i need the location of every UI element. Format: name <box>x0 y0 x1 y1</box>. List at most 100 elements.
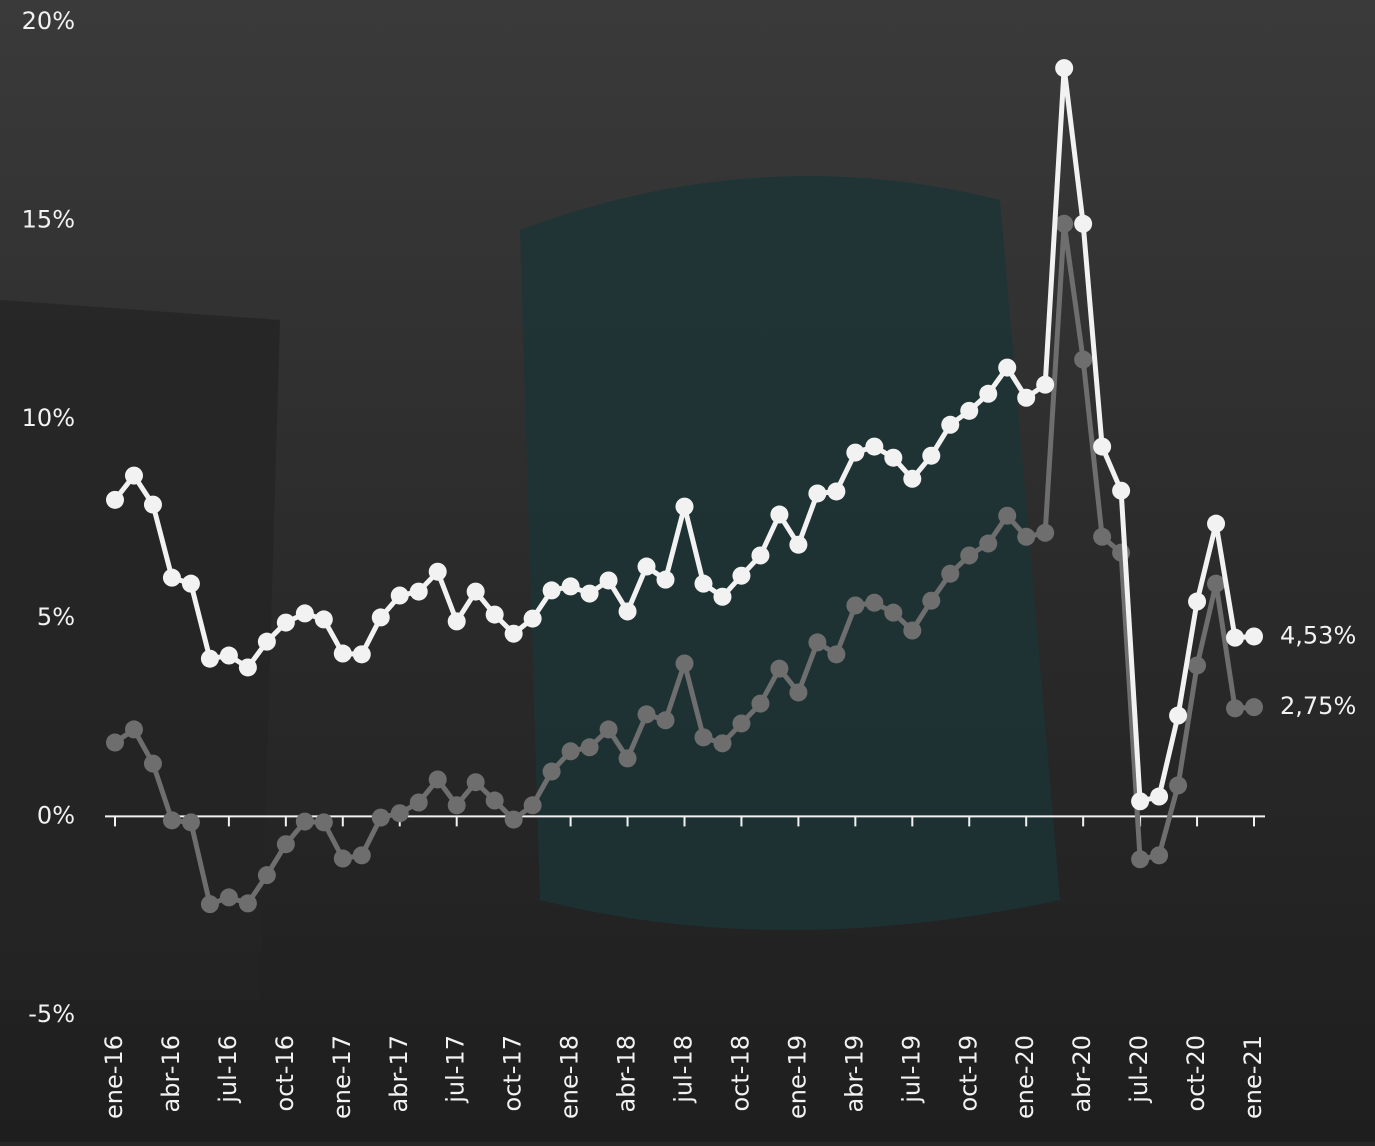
data-point <box>922 591 941 610</box>
data-point <box>485 605 504 624</box>
y-tick-label: 0% <box>37 801 75 829</box>
data-point <box>960 401 979 420</box>
data-point <box>732 714 751 733</box>
data-point <box>865 437 884 456</box>
data-point <box>485 791 504 810</box>
data-point <box>352 645 371 664</box>
data-point <box>751 694 770 713</box>
data-point <box>1207 514 1226 533</box>
data-point <box>466 773 485 792</box>
data-point <box>1245 698 1263 717</box>
data-point <box>409 582 428 601</box>
data-point <box>1131 850 1150 869</box>
data-point <box>314 610 333 629</box>
data-point <box>200 649 219 668</box>
data-point <box>675 497 694 516</box>
data-point <box>238 658 257 677</box>
data-point <box>124 466 143 485</box>
data-point <box>523 796 542 815</box>
data-point <box>770 505 789 524</box>
data-point <box>238 894 257 913</box>
data-point <box>181 574 200 593</box>
data-point <box>504 624 523 643</box>
x-tick-label: abr-16 <box>157 1035 185 1112</box>
data-point <box>561 577 580 596</box>
data-point <box>789 683 808 702</box>
data-point <box>865 593 884 612</box>
data-point <box>390 586 409 605</box>
data-point <box>1150 846 1169 865</box>
data-point <box>181 813 200 832</box>
data-point <box>542 762 561 781</box>
data-point <box>106 490 124 509</box>
data-point <box>295 604 314 623</box>
data-point <box>390 804 409 823</box>
data-point <box>827 482 846 501</box>
data-point <box>162 568 181 587</box>
data-point <box>960 546 979 565</box>
x-tick-label: abr-17 <box>385 1035 413 1112</box>
data-point <box>998 506 1017 525</box>
data-point <box>1036 523 1055 542</box>
data-point <box>276 613 295 632</box>
x-tick-label: ene-18 <box>556 1035 584 1119</box>
data-point <box>656 570 675 589</box>
data-point <box>827 645 846 664</box>
x-tick-label: abr-20 <box>1068 1035 1096 1112</box>
data-point <box>333 849 352 868</box>
x-tick-label: oct-20 <box>1182 1035 1210 1112</box>
x-tick-label: oct-18 <box>726 1035 754 1112</box>
data-point <box>1074 214 1093 233</box>
data-point <box>656 711 675 730</box>
data-point <box>333 644 352 663</box>
data-point <box>1017 527 1036 546</box>
data-point <box>580 584 599 603</box>
data-point <box>1093 527 1112 546</box>
data-point <box>770 659 789 678</box>
x-tick-label: oct-17 <box>499 1035 527 1112</box>
data-point <box>618 602 637 621</box>
data-point <box>1207 574 1226 593</box>
data-point <box>1093 437 1112 456</box>
data-point <box>713 734 732 753</box>
data-label: 2,75% <box>1280 692 1356 720</box>
x-tick-label: ene-20 <box>1011 1035 1039 1119</box>
data-point <box>1169 776 1188 795</box>
data-point <box>1169 706 1188 725</box>
background-figure <box>520 176 1060 930</box>
data-point <box>466 582 485 601</box>
data-point <box>884 603 903 622</box>
x-tick-label: ene-21 <box>1239 1035 1267 1119</box>
data-point <box>371 608 390 627</box>
data-point <box>846 596 865 615</box>
data-point <box>257 866 276 885</box>
data-point <box>846 443 865 462</box>
data-point <box>808 484 827 503</box>
data-point <box>314 813 333 832</box>
data-point <box>219 888 238 907</box>
data-point <box>1188 592 1207 611</box>
data-point <box>143 495 162 514</box>
data-point <box>1055 214 1074 233</box>
data-point <box>219 646 238 665</box>
data-point <box>409 793 428 812</box>
data-point <box>580 738 599 757</box>
data-point <box>1226 628 1245 647</box>
x-tick-label: ene-19 <box>783 1035 811 1119</box>
data-point <box>599 571 618 590</box>
y-tick-label: 20% <box>22 7 75 35</box>
data-point <box>1055 59 1074 78</box>
data-point <box>979 384 998 403</box>
data-point <box>713 587 732 606</box>
data-point <box>1131 792 1150 811</box>
data-point <box>903 469 922 488</box>
data-point <box>618 749 637 768</box>
y-tick-label: 15% <box>22 206 75 234</box>
data-point <box>200 895 219 914</box>
data-point <box>542 581 561 600</box>
data-point <box>276 835 295 854</box>
x-tick-label: jul-16 <box>214 1035 242 1104</box>
data-point <box>922 446 941 465</box>
data-point <box>1188 656 1207 675</box>
